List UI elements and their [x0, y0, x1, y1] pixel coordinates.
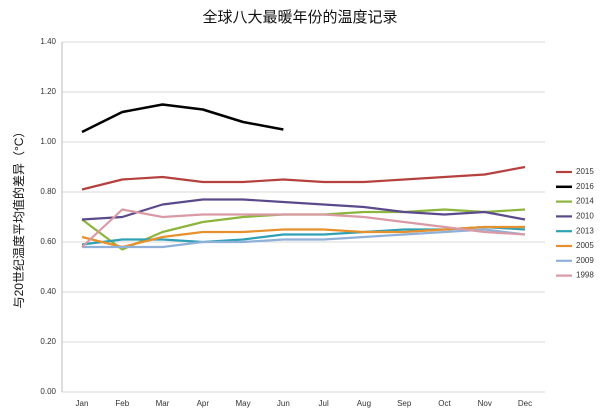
x-tick-label: Nov: [478, 399, 492, 408]
series-line: [82, 228, 526, 249]
x-tick-label: Feb: [115, 399, 129, 408]
y-tick-label: 0.60: [40, 237, 56, 246]
y-tick-label: 0.00: [40, 387, 56, 396]
series-line: [81, 165, 526, 191]
x-tick-label: Sep: [397, 399, 412, 408]
legend-label: 2014: [576, 197, 594, 206]
legend-label: 2010: [576, 212, 594, 221]
legend-label: 2005: [576, 241, 594, 250]
series-line: [81, 208, 526, 248]
x-tick-label: Jan: [76, 399, 89, 408]
series-line: [81, 198, 526, 221]
y-tick-label: 0.80: [40, 187, 56, 196]
x-tick-label: May: [236, 399, 251, 408]
y-tick-label: 1.00: [40, 137, 56, 146]
legend-label: 2015: [576, 167, 594, 176]
legend-label: 2016: [576, 182, 594, 191]
x-tick-label: Jun: [277, 399, 290, 408]
x-tick-label: Mar: [156, 399, 170, 408]
series-line: [81, 103, 284, 134]
y-tick-label: 1.20: [40, 87, 56, 96]
x-tick-label: Apr: [197, 399, 210, 408]
y-tick-label: 0.20: [40, 337, 56, 346]
x-tick-label: Jul: [319, 399, 329, 408]
legend-label: 2013: [576, 226, 594, 235]
x-tick-label: Dec: [518, 399, 532, 408]
x-tick-label: Oct: [438, 399, 451, 408]
legend-label: 1998: [576, 271, 594, 280]
y-tick-label: 1.40: [40, 37, 56, 46]
legend-label: 2009: [576, 256, 594, 265]
y-tick-label: 0.40: [40, 287, 56, 296]
y-axis-label: 与20世纪温度平均值的差异（°C）: [11, 126, 26, 309]
x-tick-label: Aug: [357, 399, 371, 408]
chart-title: 全球八大最暖年份的温度记录: [202, 8, 397, 26]
series-line: [81, 225, 525, 249]
